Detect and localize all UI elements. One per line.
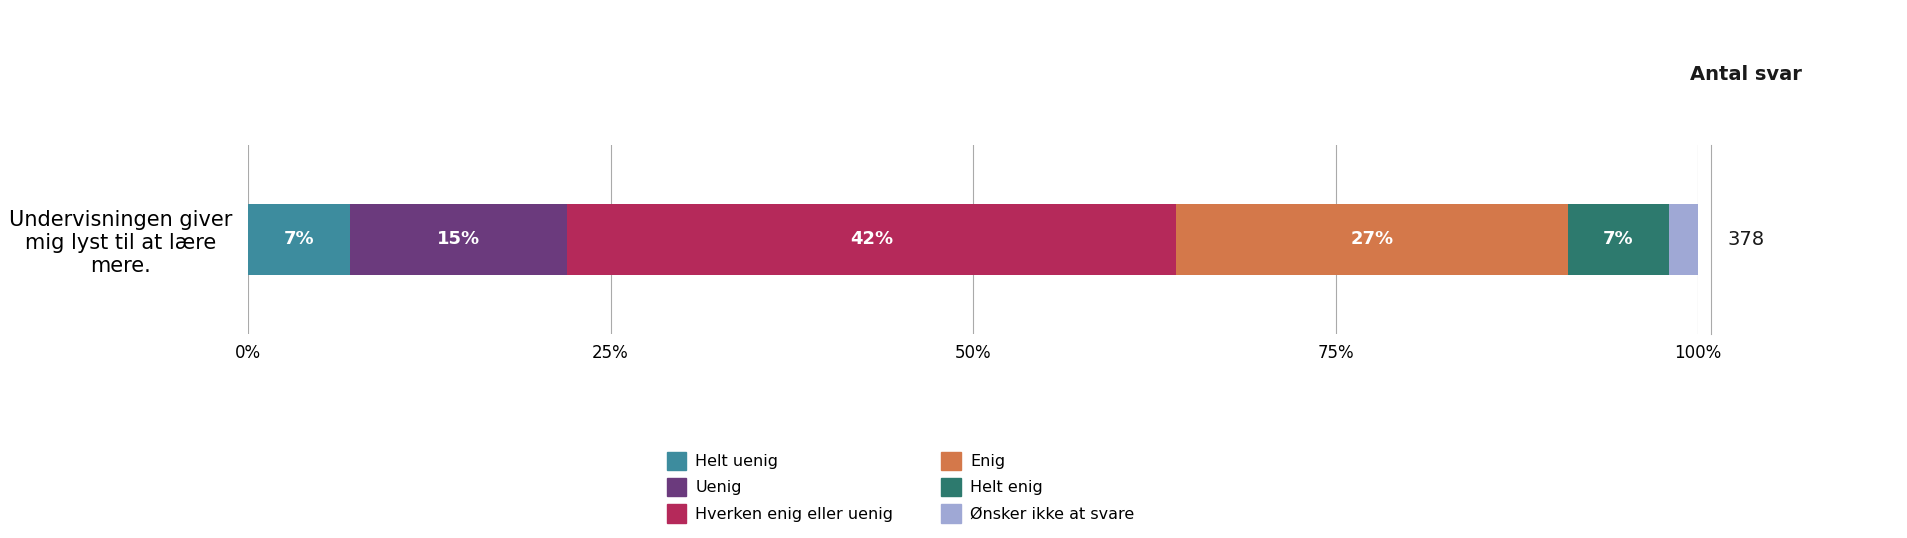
Bar xyxy=(566,204,1175,275)
Bar xyxy=(248,204,349,275)
Bar xyxy=(349,204,566,275)
Bar xyxy=(1568,204,1669,275)
Legend: Helt uenig, Uenig, Hverken enig eller uenig, Enig, Helt enig, Ønsker ikke at sva: Helt uenig, Uenig, Hverken enig eller ue… xyxy=(660,445,1140,529)
Text: 15%: 15% xyxy=(437,230,481,249)
Text: Antal svar: Antal svar xyxy=(1690,65,1800,83)
Text: 378: 378 xyxy=(1726,230,1764,249)
Bar xyxy=(1669,204,1697,275)
Text: 42%: 42% xyxy=(849,230,892,249)
Bar xyxy=(1175,204,1568,275)
Text: 27%: 27% xyxy=(1350,230,1392,249)
Text: 7%: 7% xyxy=(1602,230,1632,249)
Text: 7%: 7% xyxy=(284,230,315,249)
